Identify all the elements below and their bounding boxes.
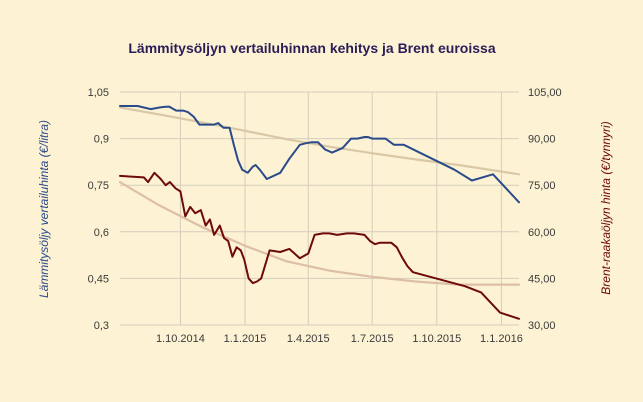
heating-oil-trend-line <box>118 106 521 176</box>
left-tick-label: 0,75 <box>88 180 109 192</box>
brent-trend-line <box>118 181 521 286</box>
right-tick-label: 30,00 <box>528 320 556 332</box>
x-tick-label: 1.1.2016 <box>480 333 523 345</box>
x-tick-label: 1.1.2015 <box>224 333 267 345</box>
x-axis-ticks: 1.10.2014 1.1.2015 1.4.2015 1.7.2015 1.10.20… <box>156 333 523 345</box>
left-tick-label: 0,6 <box>94 227 109 239</box>
x-tick-label: 1.7.2015 <box>351 333 394 345</box>
right-tick-label: 105,00 <box>528 87 562 99</box>
x-tick-label: 1.4.2015 <box>287 333 330 345</box>
right-tick-label: 45,00 <box>528 273 556 285</box>
brent-line <box>119 171 520 320</box>
x-tick-label: 1.10.2014 <box>156 333 205 345</box>
left-tick-label: 0,3 <box>94 320 109 332</box>
left-tick-label: 0,45 <box>88 273 109 285</box>
right-tick-label: 60,00 <box>528 227 556 239</box>
left-tick-label: 0,9 <box>94 134 109 146</box>
right-tick-label: 90,00 <box>528 134 556 146</box>
right-tick-label: 75,00 <box>528 180 556 192</box>
chart-title: Lämmitysöljyn vertailuhinnan kehitys ja … <box>128 40 495 56</box>
grid-lines <box>120 91 519 326</box>
x-tick-label: 1.10.2015 <box>412 333 461 345</box>
series-layer <box>118 105 521 320</box>
left-axis-ticks: 1,05 0,9 0,75 0,6 0,45 0,3 <box>88 87 109 332</box>
heating-oil-line <box>119 105 520 204</box>
right-axis-ticks: 105,00 90,00 75,00 60,00 45,00 30,00 <box>528 87 562 332</box>
left-axis-label: Lämmitysöljy vertailuhinta (€/litra) <box>37 120 51 298</box>
right-axis-label: Brent-raakaöljyn hinta (€/tynnyri) <box>599 121 613 294</box>
left-tick-label: 1,05 <box>88 87 109 99</box>
